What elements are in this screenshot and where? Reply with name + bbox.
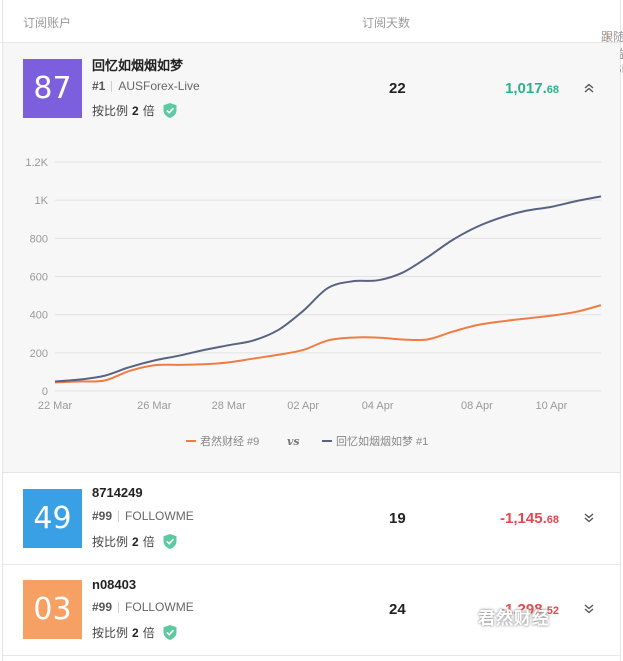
legend-label: 回忆如烟烟如梦 #1 <box>336 434 428 448</box>
ratio-value: 2 <box>132 625 139 640</box>
chevron-down-double-icon[interactable] <box>583 513 595 523</box>
x-tick-label: 02 Apr <box>287 400 319 412</box>
shield-check-icon <box>163 625 177 640</box>
account-meta: #1 AUSForex-Live <box>92 79 200 93</box>
legend-vs: vs <box>287 435 300 448</box>
x-tick-label: 04 Apr <box>362 400 394 412</box>
follow-return: -1,145.68 <box>500 510 559 527</box>
shield-check-icon <box>163 103 177 118</box>
rank-label: #1 <box>92 79 106 93</box>
table-header: 订阅账户 订阅天数 跟随收益 (USD)↓ <box>0 0 623 76</box>
x-tick-label: 28 Mar <box>212 400 247 412</box>
legend-label: 君然财经 #9 <box>200 434 259 448</box>
account-row[interactable]: 49 8714249 #99 FOLLOWME 按比例 2 倍 19 -1,14… <box>3 473 620 565</box>
ratio-suffix: 倍 <box>142 104 155 118</box>
series-line <box>54 304 602 384</box>
return-main: -1,145. <box>500 510 547 527</box>
series-line <box>54 195 602 383</box>
y-tick-label: 1K <box>35 195 49 207</box>
chart-grid <box>55 161 601 392</box>
score-badge: 87 <box>23 59 82 118</box>
broker-label: FOLLOWME <box>125 600 194 614</box>
account-name[interactable]: 回忆如烟烟如梦 <box>92 58 184 73</box>
subscription-days: 19 <box>389 510 406 527</box>
return-main: -1,298. <box>500 601 547 618</box>
chart-legend: 君然财经 #9 vs 回忆如烟烟如梦 #1 <box>186 434 428 448</box>
return-decimal: 68 <box>546 514 559 526</box>
return-main: 1,017. <box>505 80 547 97</box>
x-axis-ticks: 22 Mar 26 Mar 28 Mar 02 Apr 04 Apr 08 Apr 10 A… <box>38 400 568 412</box>
account-row-expanded[interactable]: 87 回忆如烟烟如梦 #1 AUSForex-Live 按比例 2 倍 22 1… <box>3 43 620 473</box>
y-tick-label: 400 <box>30 310 48 322</box>
x-tick-label: 10 Apr <box>535 400 567 412</box>
ratio-prefix: 按比例 <box>92 626 129 640</box>
y-tick-label: 1.2K <box>25 157 48 169</box>
account-row[interactable]: 03 n08403 #99 FOLLOWME 按比例 2 倍 24 -1,298… <box>3 565 620 656</box>
rank-label: #99 <box>92 600 113 614</box>
account-column-header: 订阅账户 <box>23 16 72 30</box>
chevron-down-double-icon[interactable] <box>583 604 595 614</box>
divider <box>118 510 120 522</box>
follow-return: -1,298.52 <box>500 601 559 618</box>
broker-label: AUSForex-Live <box>118 79 200 93</box>
sort-desc-icon[interactable]: ↓ <box>605 28 611 42</box>
return-decimal: 68 <box>546 84 559 96</box>
return-decimal: 52 <box>546 605 559 617</box>
y-tick-label: 800 <box>30 233 48 245</box>
broker-label: FOLLOWME <box>125 509 194 523</box>
chevron-up-double-icon[interactable] <box>583 83 595 93</box>
shield-check-icon <box>163 534 177 549</box>
account-name[interactable]: n08403 <box>92 577 137 592</box>
subscription-days: 22 <box>389 80 406 97</box>
y-axis-ticks: 0 200 400 600 800 1K 1.2K <box>25 157 48 398</box>
copy-ratio: 按比例 2 倍 <box>92 533 177 550</box>
ratio-suffix: 倍 <box>142 626 155 640</box>
rank-label: #99 <box>92 509 113 523</box>
score-badge: 49 <box>23 489 82 548</box>
chart-series <box>54 195 602 384</box>
ratio-value: 2 <box>132 103 139 118</box>
account-name[interactable]: 8714249 <box>92 485 143 500</box>
ratio-prefix: 按比例 <box>92 104 129 118</box>
y-tick-label: 0 <box>42 386 48 398</box>
x-tick-label: 08 Apr <box>461 400 493 412</box>
divider <box>111 80 113 92</box>
account-meta: #99 FOLLOWME <box>92 600 194 614</box>
ratio-value: 2 <box>132 534 139 549</box>
x-tick-label: 22 Mar <box>38 400 73 412</box>
copy-ratio: 按比例 2 倍 <box>92 102 177 119</box>
follow-return: 1,017.68 <box>505 80 559 97</box>
copy-ratio: 按比例 2 倍 <box>92 624 177 641</box>
days-column-header: 订阅天数 <box>362 16 411 30</box>
return-comparison-chart: 0 200 400 600 800 1K 1.2K 22 Mar 26 Mar 28 Mar 02… <box>25 157 602 448</box>
divider <box>118 601 120 613</box>
account-meta: #99 FOLLOWME <box>92 509 194 523</box>
watermark-text: 君然财经 <box>478 609 550 628</box>
x-tick-label: 26 Mar <box>137 400 172 412</box>
score-badge: 03 <box>23 580 82 639</box>
subscription-days: 24 <box>389 601 406 618</box>
ratio-prefix: 按比例 <box>92 535 129 549</box>
ratio-suffix: 倍 <box>142 535 155 549</box>
y-tick-label: 200 <box>30 348 48 360</box>
y-tick-label: 600 <box>30 272 48 284</box>
